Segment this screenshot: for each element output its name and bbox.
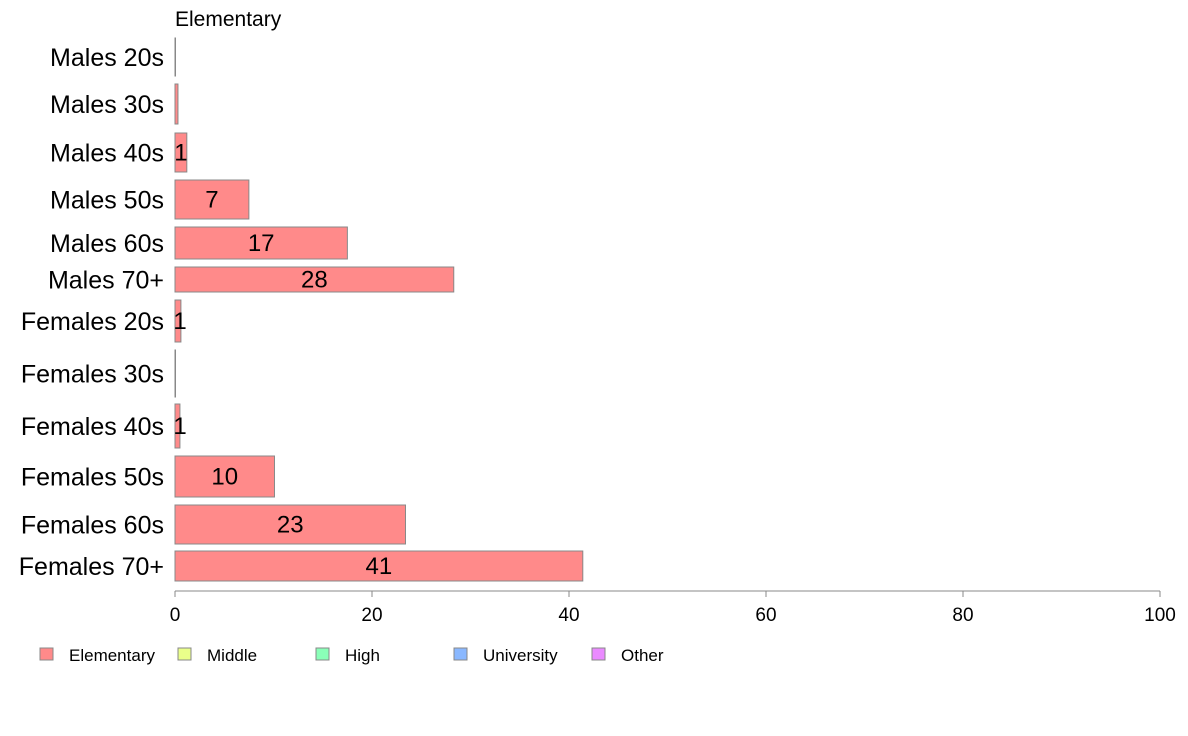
legend-swatch — [177, 647, 192, 661]
x-tick-label: 100 — [1144, 605, 1176, 626]
legend-swatch — [591, 647, 606, 661]
category-label: Females 70+ — [19, 553, 164, 581]
legend-swatch — [39, 647, 54, 661]
x-tick-label: 60 — [755, 605, 776, 626]
data-label: 1 — [174, 140, 187, 167]
data-label: 17 — [248, 230, 275, 257]
legend: Elementary Middle High University Other — [39, 646, 664, 665]
bar — [174, 349, 176, 398]
category-label: Males 50s — [50, 187, 164, 215]
chart-title: Elementary — [175, 8, 282, 31]
bar — [174, 179, 250, 220]
x-tick-label: 0 — [170, 605, 181, 626]
x-tick-label: 40 — [558, 605, 579, 626]
data-label: 10 — [211, 464, 238, 491]
data-label: 1 — [173, 308, 186, 335]
category-label: Females 20s — [21, 308, 164, 336]
legend-label: Other — [621, 646, 664, 665]
x-axis: 0 20 40 60 80 100 — [170, 590, 1176, 626]
bar — [174, 37, 176, 77]
bar — [174, 299, 182, 343]
legend-label: High — [345, 646, 380, 665]
category-label: Males 30s — [50, 91, 164, 119]
data-label: 28 — [301, 267, 328, 294]
data-label: 41 — [366, 553, 393, 580]
legend-label: University — [483, 646, 558, 665]
legend-label: Middle — [207, 646, 257, 665]
legend-swatch — [453, 647, 468, 661]
bar — [174, 132, 188, 173]
category-labels: Males 20s Males 30s Males 40s Males 50s Male… — [19, 44, 164, 581]
legend-swatch — [315, 647, 330, 661]
category-label: Females 40s — [21, 413, 164, 441]
bar — [174, 550, 584, 582]
category-label: Females 50s — [21, 464, 164, 492]
category-label: Males 40s — [50, 140, 164, 168]
category-label: Females 60s — [21, 512, 164, 540]
bar — [174, 504, 406, 545]
legend-label: Elementary — [69, 646, 155, 665]
x-tick-label: 20 — [361, 605, 382, 626]
category-label: Males 20s — [50, 44, 164, 72]
data-label: 1 — [173, 413, 186, 440]
bar — [174, 83, 179, 125]
bar — [174, 226, 348, 260]
category-label: Females 30s — [21, 361, 164, 389]
category-label: Males 70+ — [48, 267, 164, 295]
data-label: 7 — [205, 187, 218, 214]
bar — [174, 403, 181, 449]
x-tick-label: 80 — [952, 605, 973, 626]
bar — [174, 455, 275, 498]
data-label: 23 — [277, 512, 304, 539]
bar — [174, 266, 455, 293]
category-label: Males 60s — [50, 230, 164, 258]
